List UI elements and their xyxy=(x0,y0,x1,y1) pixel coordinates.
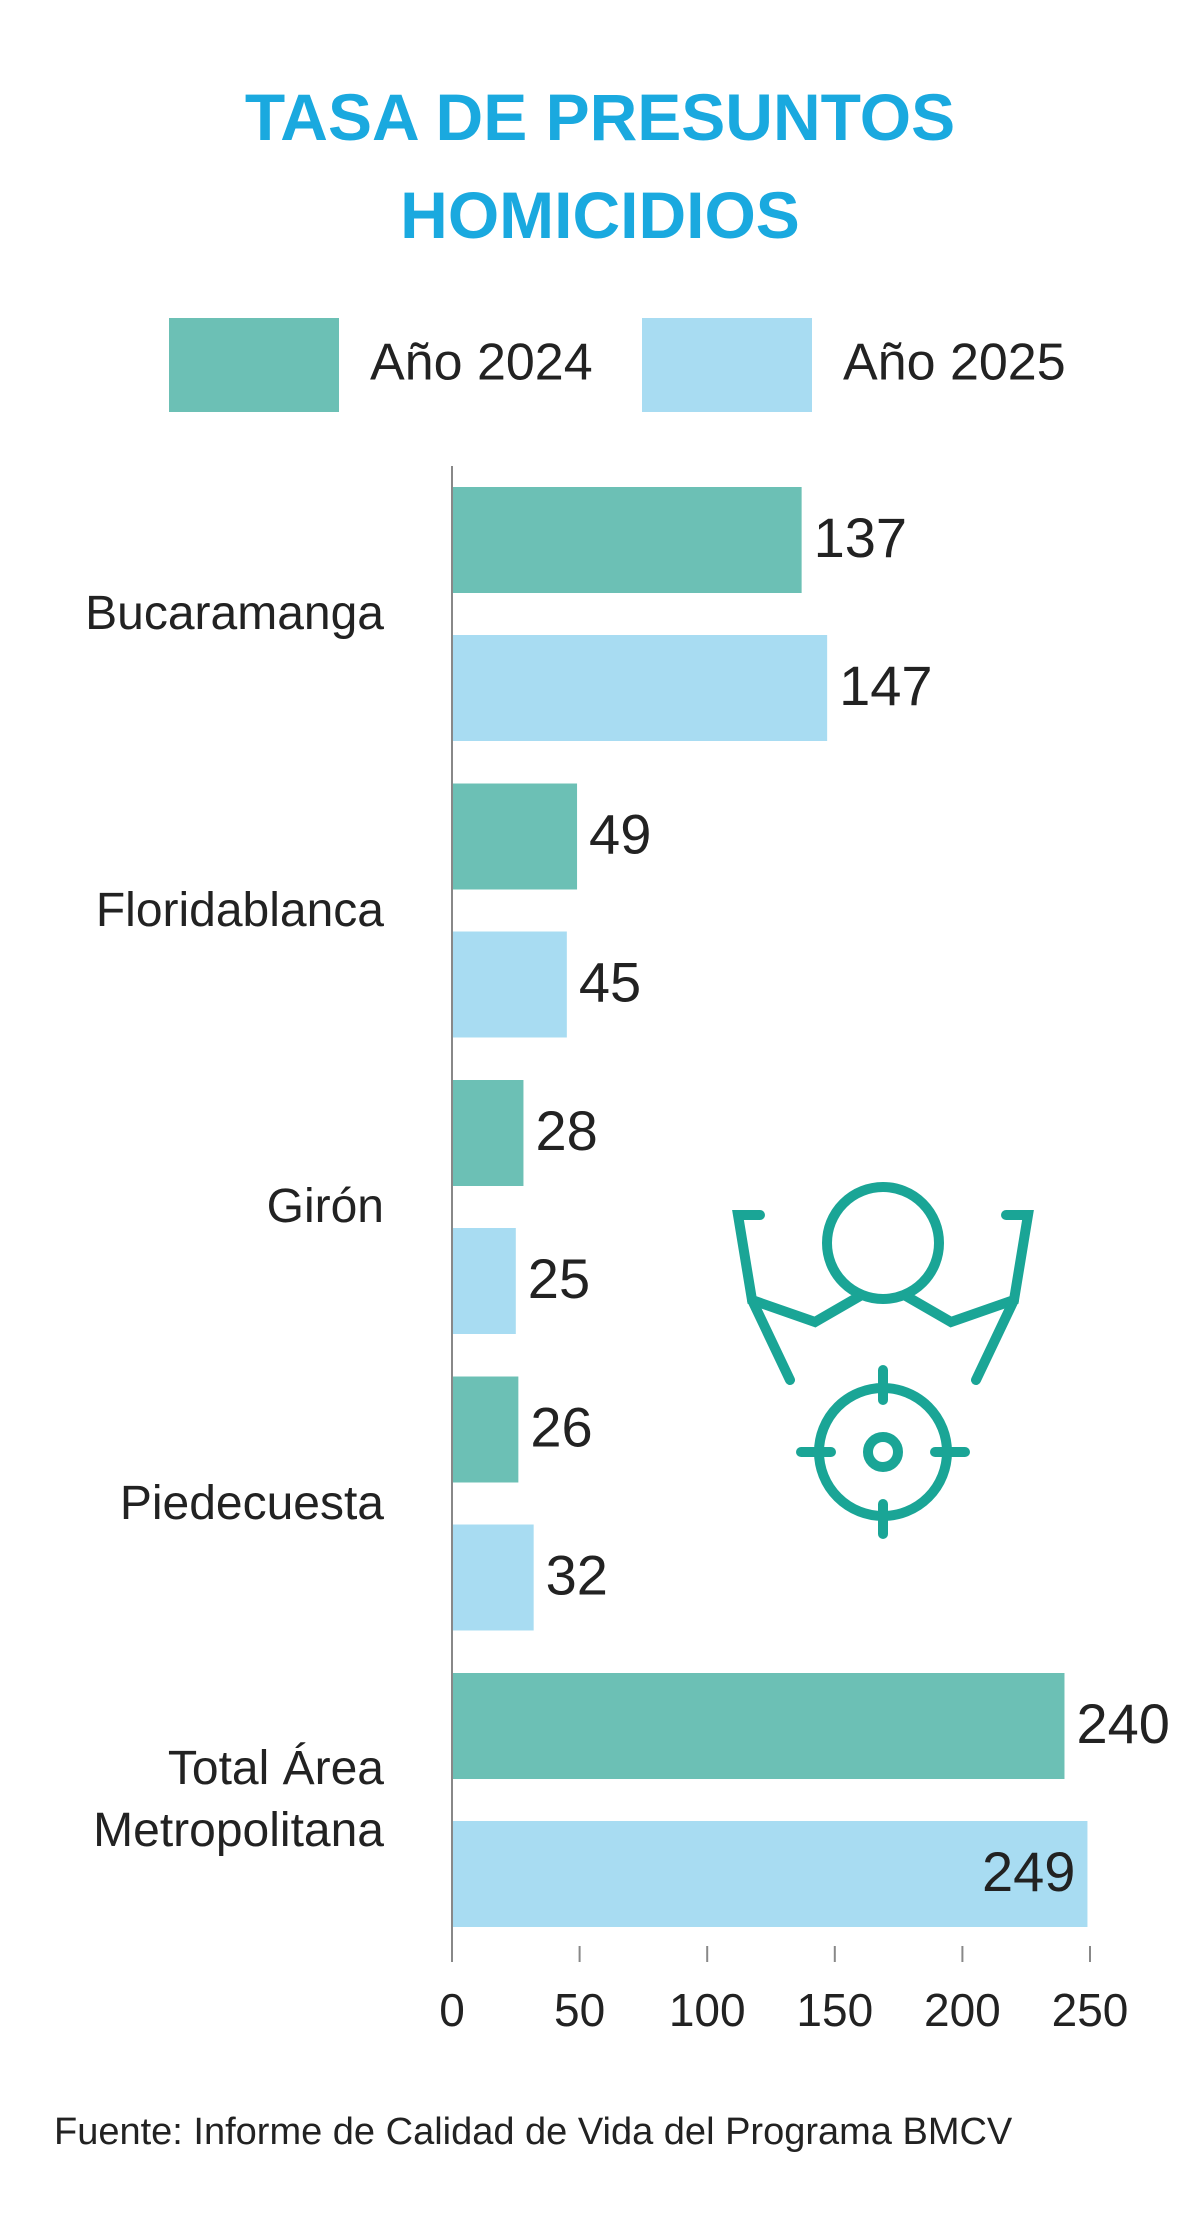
value-label: 28 xyxy=(535,1099,597,1162)
value-label: 25 xyxy=(528,1247,590,1310)
x-tick-label: 0 xyxy=(439,1984,465,2036)
legend-label: Año 2025 xyxy=(843,334,1066,392)
x-tick-label: 50 xyxy=(554,1984,605,2036)
bar xyxy=(452,1228,516,1334)
chart-title: TASA DE PRESUNTOS HOMICIDIOS xyxy=(244,80,956,252)
value-label: 26 xyxy=(530,1395,592,1458)
bar xyxy=(452,783,578,890)
x-tick-label: 250 xyxy=(1052,1984,1129,2036)
value-label: 147 xyxy=(839,654,932,717)
bar xyxy=(452,1821,1088,1927)
category-label: Piedecuesta xyxy=(119,1476,384,1530)
value-label: 249 xyxy=(982,1840,1075,1903)
category-label: Total Área Metropolitana xyxy=(93,1742,384,1857)
category-label: Bucaramanga xyxy=(85,587,384,640)
bar xyxy=(452,1673,1065,1779)
bar xyxy=(452,931,567,1038)
x-tick-label: 100 xyxy=(669,1984,746,2036)
bar xyxy=(452,1524,534,1631)
value-label: 32 xyxy=(546,1543,608,1606)
legend-swatch xyxy=(169,318,339,412)
bar xyxy=(452,1080,524,1186)
bar xyxy=(452,487,802,593)
legend-label: Año 2024 xyxy=(370,334,593,392)
bar xyxy=(452,1376,519,1483)
bar xyxy=(452,635,828,741)
value-label: 240 xyxy=(1076,1692,1169,1755)
value-label: 137 xyxy=(814,506,907,569)
value-label: 45 xyxy=(579,950,641,1013)
x-tick-label: 200 xyxy=(924,1984,1001,2036)
legend-swatch xyxy=(642,318,812,412)
value-label: 49 xyxy=(589,802,651,865)
icon xyxy=(732,1182,1034,1539)
category-label: Girón xyxy=(266,1180,384,1233)
x-tick-label: 150 xyxy=(796,1984,873,2036)
source-note: Fuente: Informe de Calidad de Vida del P… xyxy=(54,2111,1013,2153)
category-label: Floridablanca xyxy=(95,883,384,937)
